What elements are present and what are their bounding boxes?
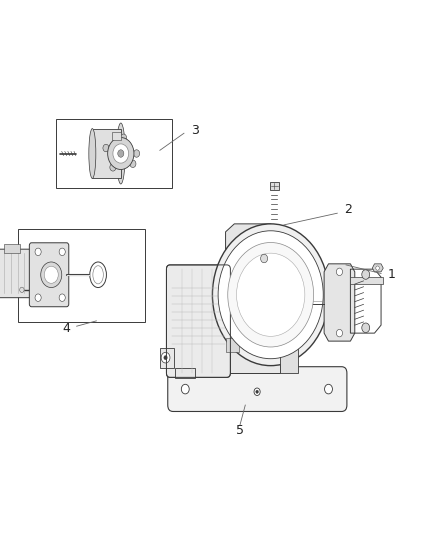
Ellipse shape	[89, 128, 96, 179]
Bar	[18, 229, 145, 322]
Polygon shape	[372, 264, 383, 272]
Circle shape	[256, 390, 258, 393]
Circle shape	[35, 248, 41, 255]
Ellipse shape	[93, 265, 103, 284]
Polygon shape	[175, 368, 195, 378]
Bar	[56, 119, 172, 188]
FancyBboxPatch shape	[0, 249, 36, 297]
Bar	[350, 277, 383, 284]
Circle shape	[44, 266, 58, 283]
Circle shape	[134, 150, 140, 157]
Circle shape	[108, 138, 134, 169]
Text: 2: 2	[344, 203, 352, 216]
Bar	[270, 182, 279, 190]
Circle shape	[35, 294, 41, 301]
Circle shape	[362, 323, 370, 333]
Bar	[4, 244, 20, 253]
Circle shape	[336, 329, 343, 337]
Circle shape	[20, 287, 24, 293]
Circle shape	[120, 134, 127, 141]
Polygon shape	[226, 266, 280, 373]
Polygon shape	[226, 224, 280, 266]
Circle shape	[325, 384, 332, 394]
Text: 1: 1	[388, 268, 396, 281]
Circle shape	[118, 150, 124, 157]
Polygon shape	[324, 264, 355, 341]
Circle shape	[336, 268, 343, 276]
FancyBboxPatch shape	[29, 243, 69, 306]
Circle shape	[130, 160, 136, 167]
Text: 4: 4	[63, 322, 71, 335]
Bar	[112, 132, 121, 140]
Circle shape	[59, 294, 65, 301]
Ellipse shape	[90, 262, 106, 288]
Ellipse shape	[117, 123, 125, 184]
Circle shape	[110, 164, 116, 171]
Text: 5: 5	[236, 424, 244, 437]
Circle shape	[218, 231, 323, 359]
Bar	[226, 290, 239, 304]
Circle shape	[59, 248, 65, 255]
Circle shape	[362, 270, 370, 279]
Circle shape	[237, 253, 305, 336]
Circle shape	[41, 262, 62, 288]
Circle shape	[164, 356, 167, 360]
Circle shape	[254, 388, 260, 395]
Bar	[226, 338, 239, 352]
Polygon shape	[160, 348, 174, 368]
Circle shape	[228, 243, 314, 347]
Circle shape	[212, 224, 329, 366]
Text: 3: 3	[191, 124, 199, 136]
Circle shape	[113, 144, 129, 163]
Circle shape	[181, 384, 189, 394]
Circle shape	[261, 254, 268, 263]
Circle shape	[376, 266, 379, 270]
FancyBboxPatch shape	[166, 265, 230, 377]
FancyBboxPatch shape	[168, 367, 347, 411]
Bar	[92, 128, 121, 179]
Circle shape	[103, 144, 109, 152]
Circle shape	[161, 352, 170, 363]
Polygon shape	[280, 266, 298, 373]
